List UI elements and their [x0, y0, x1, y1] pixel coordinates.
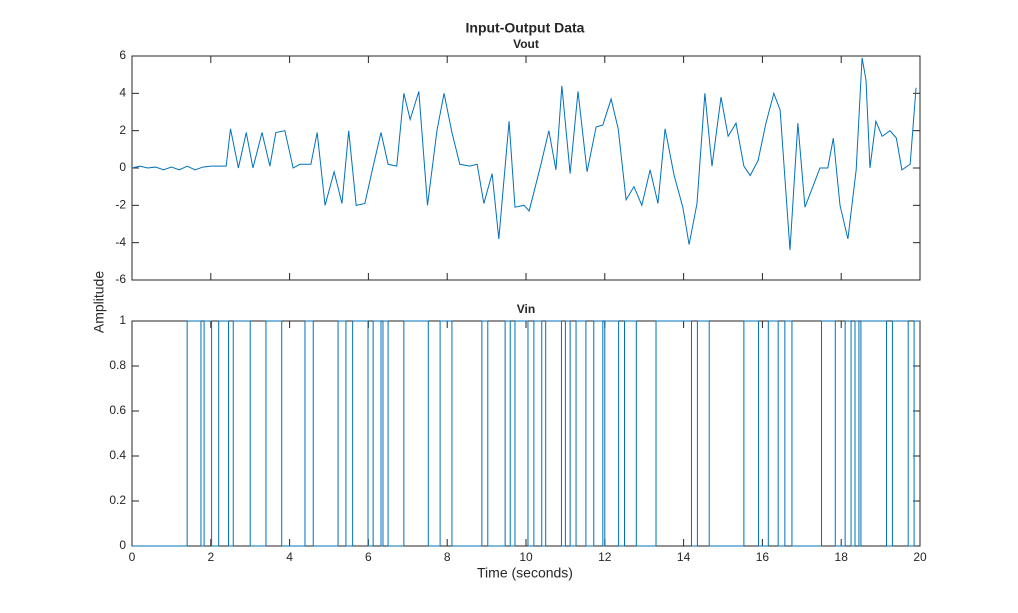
- x-tick-label: 16: [756, 550, 770, 564]
- y-tick-label: -2: [115, 198, 126, 212]
- figure-title: Input-Output Data: [466, 20, 585, 36]
- x-tick-label: 8: [444, 550, 451, 564]
- y-axis-label: Amplitude: [91, 271, 107, 333]
- y-tick-label: 1: [119, 313, 126, 327]
- y-tick-label: 0.8: [109, 358, 126, 372]
- x-tick-label: 6: [365, 550, 372, 564]
- y-tick-label: 0: [119, 160, 126, 174]
- x-axis-label: Time (seconds): [477, 565, 573, 581]
- y-tick-label: 4: [119, 86, 126, 100]
- x-tick-label: 10: [519, 550, 533, 564]
- y-tick-label: 2: [119, 123, 126, 137]
- y-tick-label: -6: [115, 272, 126, 286]
- x-tick-label: 14: [677, 550, 691, 564]
- x-tick-label: 0: [129, 550, 136, 564]
- x-tick-label: 20: [913, 550, 927, 564]
- axes-title: Vout: [513, 37, 539, 51]
- y-tick-label: 0: [119, 538, 126, 552]
- y-tick-label: 0.4: [109, 448, 126, 462]
- y-tick-label: 6: [119, 48, 126, 62]
- x-tick-label: 2: [207, 550, 214, 564]
- y-tick-label: 0.2: [109, 493, 126, 507]
- axes-title: Vin: [517, 302, 535, 316]
- data-line: [131, 57, 917, 251]
- x-tick-label: 18: [835, 550, 849, 564]
- y-tick-label: -4: [115, 235, 126, 249]
- y-tick-label: 0.6: [109, 403, 126, 417]
- x-tick-label: 4: [286, 550, 293, 564]
- x-tick-label: 12: [598, 550, 612, 564]
